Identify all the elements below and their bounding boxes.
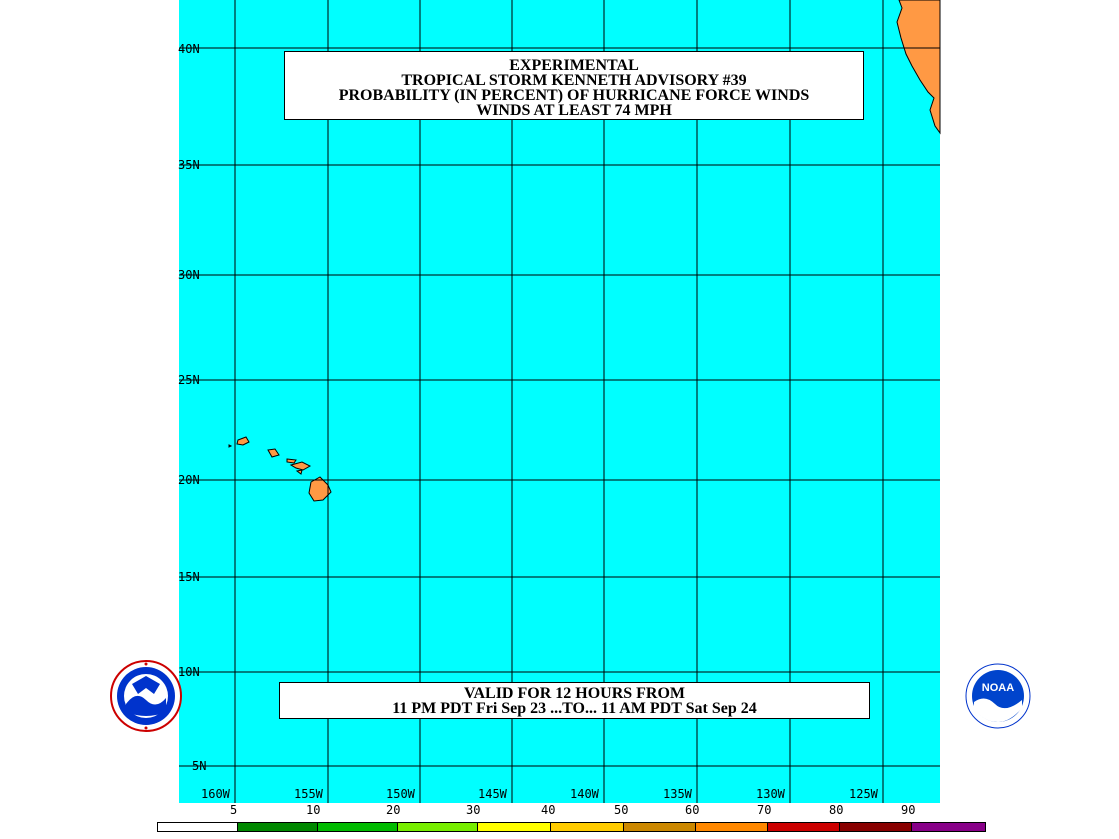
- legend-cell-90-100: [912, 823, 985, 831]
- legend-label-60: 60: [685, 803, 700, 817]
- nws-logo: [110, 660, 182, 732]
- noaa-logo: NOAA: [965, 663, 1031, 729]
- legend-label-90: 90: [901, 803, 916, 817]
- legend-label-80: 80: [829, 803, 844, 817]
- lon-label-125w: 125W: [849, 787, 878, 801]
- lon-label-135w: 135W: [663, 787, 692, 801]
- lat-label-20n: 20N: [178, 473, 200, 487]
- title-box: EXPERIMENTAL TROPICAL STORM KENNETH ADVI…: [284, 51, 864, 120]
- title-line-4: WINDS AT LEAST 74 MPH: [476, 102, 672, 119]
- legend-label-50: 50: [614, 803, 629, 817]
- title-line-2: TROPICAL STORM KENNETH ADVISORY #39: [401, 72, 747, 89]
- legend-label-30: 30: [466, 803, 481, 817]
- noaa-logo-text: NOAA: [982, 682, 1014, 694]
- legend-color-bar: [157, 822, 986, 832]
- lon-label-155w: 155W: [294, 787, 323, 801]
- lat-label-35n: 35N: [178, 158, 200, 172]
- legend-label-20: 20: [386, 803, 401, 817]
- lat-label-30n: 30N: [178, 268, 200, 282]
- legend-cell-50-60: [624, 823, 696, 831]
- title-line-3: PROBABILITY (IN PERCENT) OF HURRICANE FO…: [338, 87, 810, 104]
- land-north-america: [896, 0, 941, 135]
- valid-line-2: 11 PM PDT Fri Sep 23 ...TO... 11 AM PDT …: [392, 700, 757, 717]
- ocean-area: [179, 0, 940, 803]
- legend-cell-20-30: [398, 823, 478, 831]
- valid-line-1: VALID FOR 12 HOURS FROM: [463, 685, 686, 702]
- lon-label-160w: 160W: [201, 787, 230, 801]
- legend-label-70: 70: [757, 803, 772, 817]
- title-line-1: EXPERIMENTAL: [509, 57, 639, 74]
- lon-label-130w: 130W: [756, 787, 785, 801]
- legend-cell-70-80: [768, 823, 840, 831]
- lon-label-140w: 140W: [570, 787, 599, 801]
- legend-cell-30-40: [478, 823, 551, 831]
- legend-cell-40-50: [551, 823, 624, 831]
- legend-cell-80-90: [840, 823, 912, 831]
- lat-label-15n: 15N: [178, 570, 200, 584]
- lat-label-25n: 25N: [178, 373, 200, 387]
- lat-label-40n: 40N: [178, 42, 200, 56]
- lat-label-10n: 10N: [178, 665, 200, 679]
- lat-label-5n: 5N: [192, 759, 207, 773]
- legend-label-5: 5: [230, 803, 238, 817]
- legend-cell-0-5: [158, 823, 238, 831]
- legend-cell-10-20: [318, 823, 398, 831]
- lon-label-150w: 150W: [386, 787, 415, 801]
- lon-label-145w: 145W: [478, 787, 507, 801]
- valid-period-box: VALID FOR 12 HOURS FROM 11 PM PDT Fri Se…: [279, 682, 870, 719]
- legend-cell-5-10: [238, 823, 318, 831]
- legend-label-10: 10: [306, 803, 321, 817]
- grid-lines: [179, 0, 940, 803]
- legend-label-40: 40: [541, 803, 556, 817]
- land-hawaii: [228, 436, 332, 502]
- legend-cell-60-70: [696, 823, 768, 831]
